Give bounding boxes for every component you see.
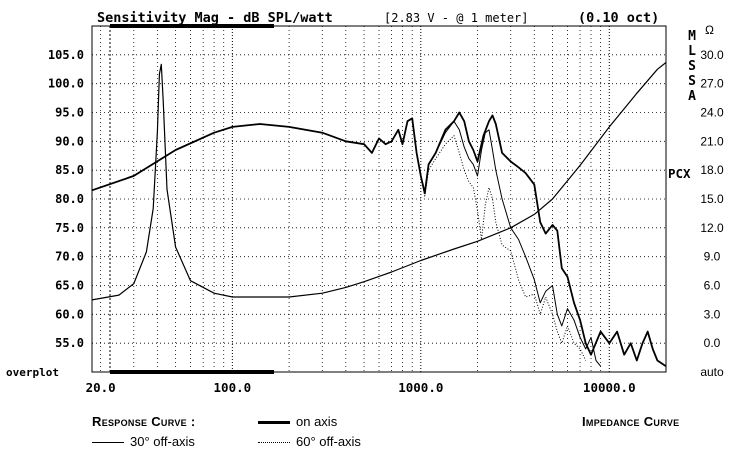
right-tick-label: 21.0 [700,134,724,148]
y-tick-label: 60.0 [55,307,84,321]
response-curve-label: Response Curve : [92,414,196,429]
plot-frame [91,24,667,374]
side-letter: A [688,89,696,104]
series-group [91,62,667,367]
right-tick-label: 9.0 [704,250,721,264]
chart-subtitle: [2.83 V - @ 1 meter] [384,11,529,25]
range-bar-bottom [110,370,274,374]
impedance-curve-label: Impedance Curve [582,414,680,429]
axis-labels: 105.0 100.0 95.0 90.0 85.0 80.0 75.0 70.0 65.0 60… [6,23,724,395]
side-tag: PCX [668,166,691,181]
legend-on-axis: on axis [258,414,337,429]
right-tick-label: 18.0 [700,163,724,177]
x-tick-label: 20.0 [86,380,116,395]
legend-swatch-60-off [258,442,290,444]
y-tick-label: 75.0 [55,221,84,235]
y-tick-label: 55.0 [55,336,84,350]
side-letter: L [688,44,696,59]
y-tick-label: 80.0 [55,192,84,206]
range-bar-top [110,24,274,28]
right-tick-label: 12.0 [700,221,724,235]
legend-impedance: Impedance Curve [582,414,679,429]
grid [92,26,667,372]
legend-response-label: Response Curve : [92,414,196,429]
chart-title: Sensitivity Mag - dB SPL/watt [97,10,333,26]
y-tick-label: 100.0 [48,77,84,91]
right-tick-label: 0.0 [704,336,721,350]
legend-60-off: 60° off-axis [258,434,361,449]
series-line-2 [91,117,587,361]
x-tick-label: 1000.0 [398,380,443,395]
legend-on-axis-label: on axis [296,414,338,429]
legend-30-off: 30° off-axis [92,434,195,449]
y-tick-label: 70.0 [55,250,84,264]
side-letter: M [688,29,696,44]
right-tick-label: 6.0 [704,279,721,293]
right-bottom-label: auto [700,365,724,379]
y-tick-label: 90.0 [55,134,84,148]
plot-border [91,25,667,373]
legend-30-off-label: 30° off-axis [130,434,195,449]
right-tick-label: 3.0 [704,307,721,321]
y-bottom-label: overplot [6,366,59,379]
right-tick-label: 15.0 [700,192,724,206]
title-area: Sensitivity Mag - dB SPL/watt [2.83 V - … [97,10,659,26]
legend-swatch-30-off [92,442,124,444]
y-tick-label: 95.0 [55,106,84,120]
right-tick-label: 30.0 [700,48,724,62]
side-letter: S [688,59,696,74]
x-tick-label: 10000.0 [583,380,636,395]
y-tick-label: 105.0 [48,48,84,62]
y-tick-label: 65.0 [55,279,84,293]
series-line-1 [91,117,601,367]
series-line-impedance [91,62,667,301]
right-tick-label: 24.0 [700,106,724,120]
legend-swatch-on-axis [258,421,290,425]
side-letter: S [688,74,696,89]
right-tick-label: 27.0 [700,77,724,91]
legend-60-off-label: 60° off-axis [296,434,361,449]
x-tick-label: 100.0 [214,380,252,395]
chart-smoothing: (0.10 oct) [578,10,659,26]
right-axis-unit: Ω [705,23,714,37]
y-tick-label: 85.0 [55,163,84,177]
